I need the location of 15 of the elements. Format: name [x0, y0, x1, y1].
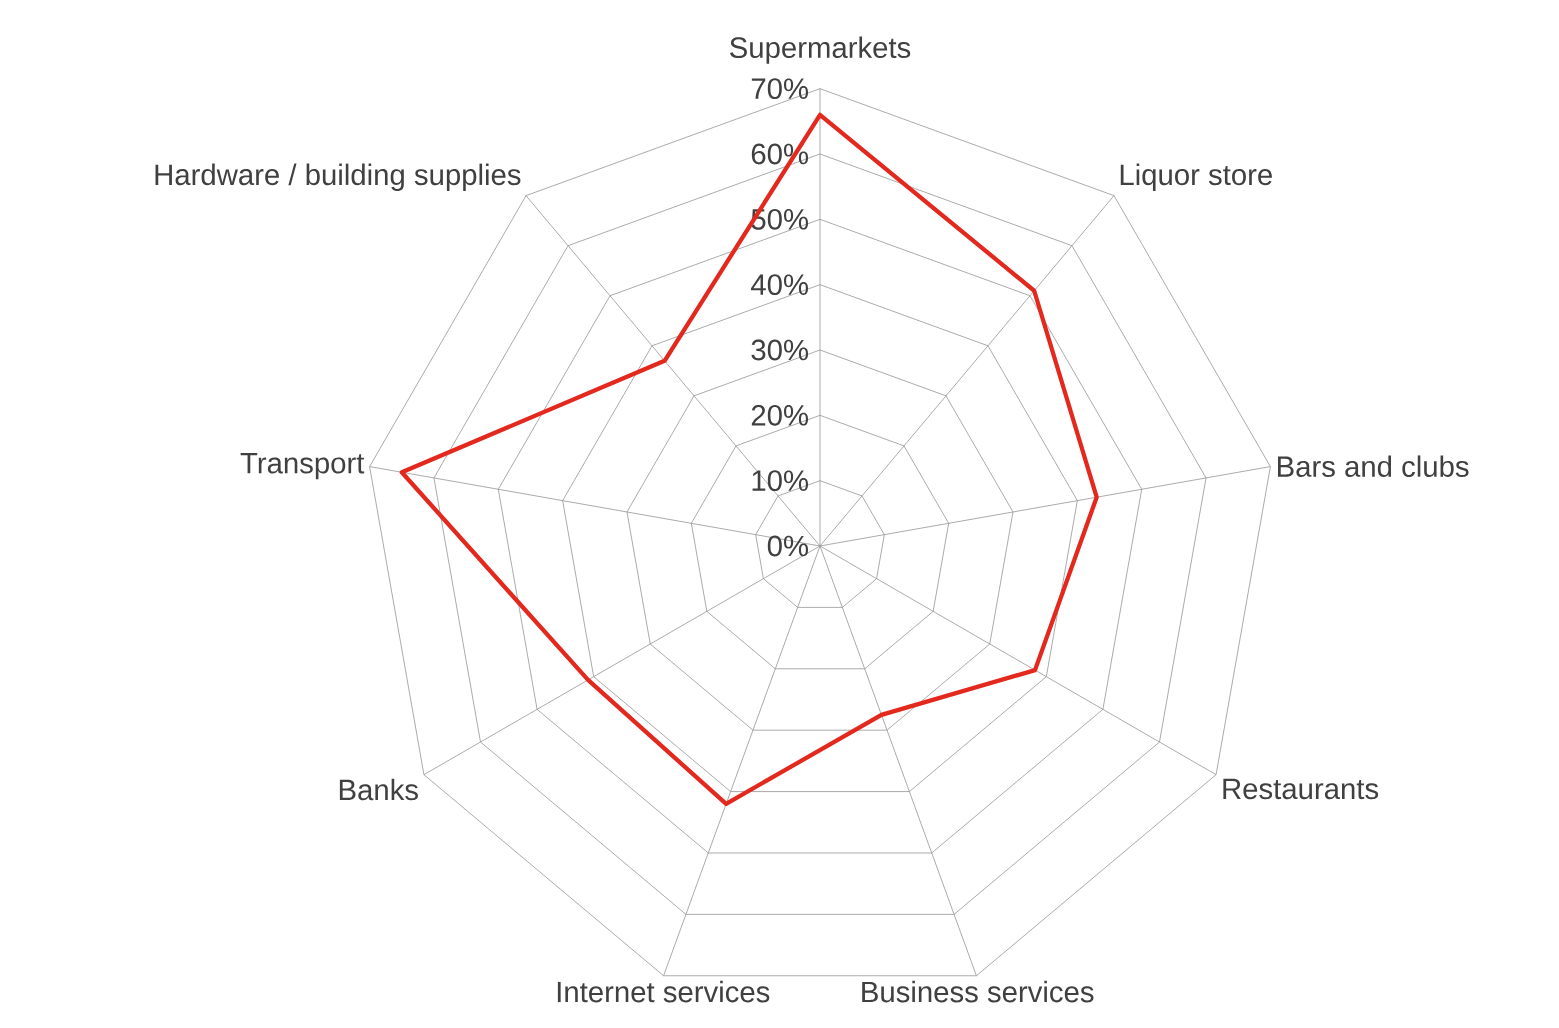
spoke-label: Liquor store	[1120, 163, 1272, 191]
y-tick-label: 20%	[751, 404, 808, 426]
y-tick-label: 30%	[751, 339, 808, 361]
spoke-label: Bars and clubs	[1277, 455, 1469, 477]
y-tick-label: 0%	[767, 535, 809, 557]
y-tick-label: 40%	[751, 274, 808, 296]
y-tick-label: 10%	[752, 470, 808, 492]
spoke-label: Transport	[240, 453, 365, 480]
spoke-label: Banks	[339, 778, 418, 801]
y-tick-label: 70%	[751, 78, 808, 100]
spoke-label: Business services	[862, 980, 1094, 1003]
spoke-label: Internet services	[557, 980, 770, 1003]
spoke-label: Supermarkets	[730, 36, 911, 64]
spoke-label: Restaurants	[1223, 778, 1379, 800]
spoke-label: Hardware / building supplies	[155, 163, 521, 191]
